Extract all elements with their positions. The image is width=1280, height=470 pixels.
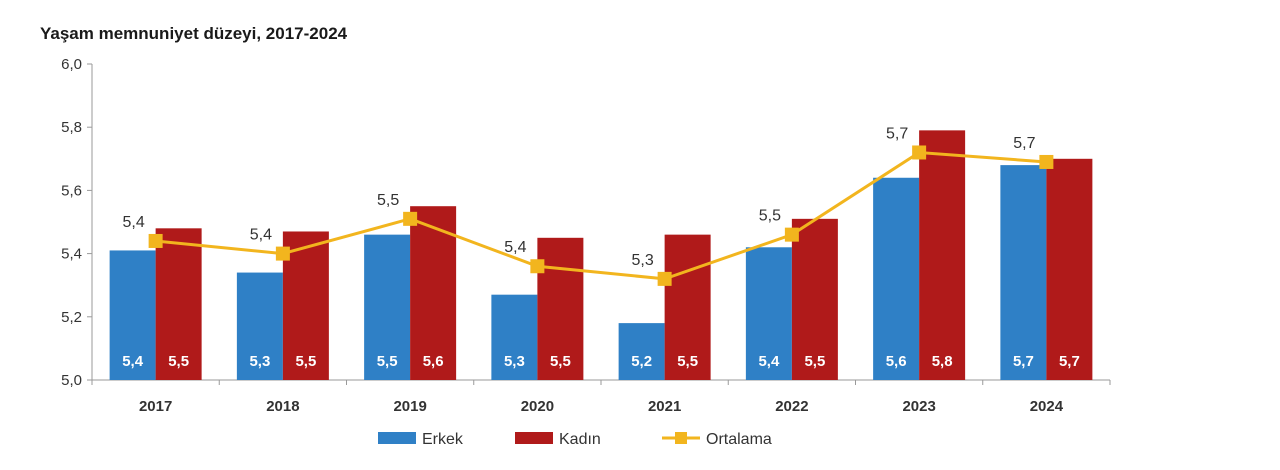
average-marker-2022 — [784, 227, 799, 242]
legend-label-ortalama: Ortalama — [706, 431, 772, 448]
axes: 5,0 5,2 5,4 5,6 5,8 6,0 2017 2018 2019 2020 2021 20… — [61, 56, 1111, 415]
average-marker-2017 — [148, 233, 163, 248]
average-value-label: 5,7 — [886, 125, 908, 142]
legend-label-kadın: Kadın — [559, 431, 601, 448]
bar-value-label: 5,5 — [168, 353, 189, 370]
x-tick-label: 2022 — [775, 398, 808, 415]
bar-erkek-2018 — [236, 272, 283, 380]
bar-kadın-2022 — [791, 218, 838, 380]
y-tick-label: 6,0 — [61, 56, 82, 73]
x-tick-label: 2021 — [648, 398, 681, 415]
average-marker-2021 — [657, 271, 672, 286]
bar-value-label: 5,5 — [677, 353, 698, 370]
x-tick-label: 2017 — [139, 398, 172, 415]
bar-value-label: 5,7 — [1059, 353, 1080, 370]
bar-kadın-2023 — [919, 130, 966, 380]
bar-value-label: 5,4 — [758, 353, 780, 370]
bar-kadın-2020 — [537, 237, 584, 380]
bar-erkek-2022 — [745, 247, 792, 380]
average-marker-2019 — [403, 211, 418, 226]
bar-erkek-2017 — [109, 250, 156, 380]
x-tick-label: 2020 — [521, 398, 554, 415]
x-tick-label: 2018 — [266, 398, 299, 415]
bar-erkek-2023 — [873, 177, 920, 380]
legend: Erkek Kadın Ortalama — [378, 431, 772, 448]
bar-value-label: 5,3 — [249, 353, 270, 370]
average-marker-2024 — [1039, 154, 1054, 169]
bar-kadın-2017 — [155, 228, 202, 380]
average-value-label: 5,7 — [1013, 135, 1035, 152]
x-tick-label: 2023 — [902, 398, 935, 415]
average-value-label: 5,3 — [632, 252, 654, 269]
average-value-label: 5,5 — [377, 192, 399, 209]
bar-value-label: 5,4 — [122, 353, 144, 370]
bar-erkek-2021 — [618, 323, 665, 380]
bar-erkek-2020 — [491, 294, 538, 380]
bar-value-label: 5,3 — [504, 353, 525, 370]
bar-kadın-2018 — [282, 231, 329, 380]
average-value-label: 5,4 — [504, 239, 526, 256]
average-value-label: 5,4 — [123, 214, 145, 231]
bar-value-label: 5,5 — [295, 353, 316, 370]
bar-value-label: 5,6 — [886, 353, 907, 370]
bar-value-label: 5,5 — [377, 353, 398, 370]
average-marker-2018 — [275, 246, 290, 261]
bar-value-label: 5,7 — [1013, 353, 1034, 370]
data-labels: 5,4 5,3 5,5 5,3 5,2 5,4 5,6 5,7 5,5 5,5 5,6 5,5 5,5 5… — [122, 125, 1080, 370]
bar-erkek-2024 — [1000, 165, 1047, 380]
average-value-label: 5,4 — [250, 227, 272, 244]
bars — [109, 130, 1093, 380]
bar-value-label: 5,2 — [631, 353, 652, 370]
x-tick-label: 2024 — [1030, 398, 1064, 415]
legend-marker-swatch — [675, 432, 687, 444]
y-tick-label: 5,6 — [61, 182, 82, 199]
y-tick-label: 5,4 — [61, 246, 82, 263]
y-tick-label: 5,0 — [61, 372, 82, 389]
bar-value-label: 5,5 — [804, 353, 825, 370]
bar-kadın-2024 — [1046, 158, 1093, 380]
bar-kadın-2019 — [410, 206, 457, 380]
average-series-line — [155, 150, 1047, 281]
bar-value-label: 5,6 — [423, 353, 444, 370]
bar-kadın-2021 — [664, 234, 711, 380]
y-tick-label: 5,8 — [61, 119, 82, 136]
average-marker-2023 — [912, 145, 927, 160]
legend-label-erkek: Erkek — [422, 431, 464, 448]
y-tick-label: 5,2 — [61, 309, 82, 326]
average-value-label: 5,5 — [759, 208, 781, 225]
bar-value-label: 5,5 — [550, 353, 571, 370]
legend-swatch-erkek — [378, 432, 416, 444]
x-tick-label: 2019 — [393, 398, 426, 415]
bar-value-label: 5,8 — [932, 353, 953, 370]
chart-title: Yaşam memnuniyet düzeyi, 2017-2024 — [40, 24, 348, 43]
bar-erkek-2019 — [364, 234, 411, 380]
average-line — [148, 145, 1054, 286]
average-marker-2020 — [530, 259, 545, 274]
legend-swatch-kadın — [515, 432, 553, 444]
